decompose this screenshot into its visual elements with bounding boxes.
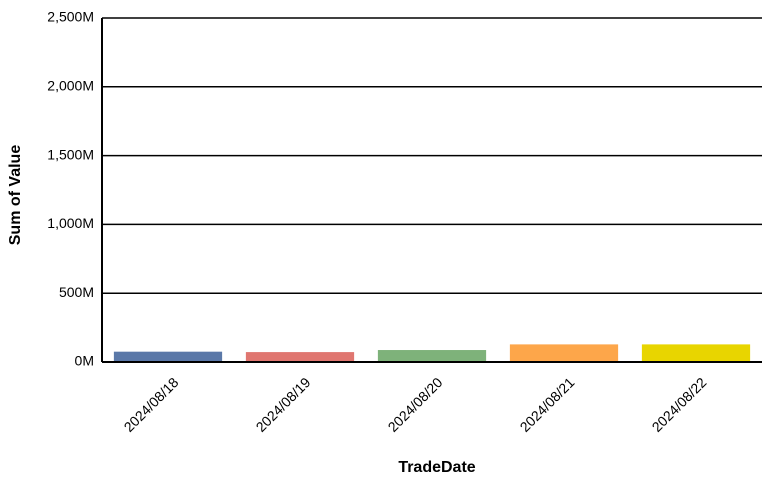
x-tick-label: 2024/08/18 [121, 374, 182, 435]
y-tick-label: 2,500M [47, 9, 94, 25]
bar [641, 344, 751, 362]
bar [113, 351, 223, 362]
y-axis-title: Sum of Value [7, 145, 24, 246]
y-tick-labels: 0M 500M 1,000M 1,500M 2,000M 2,500M [47, 9, 94, 369]
bar [245, 352, 355, 362]
axes [101, 18, 762, 363]
x-axis-title: TradeDate [398, 459, 475, 476]
x-tick-label: 2024/08/22 [649, 374, 710, 435]
x-tick-label: 2024/08/20 [385, 374, 446, 435]
gridlines [102, 17, 762, 294]
y-tick-label: 1,500M [47, 146, 94, 162]
y-tick-label: 1,000M [47, 215, 94, 231]
y-tick-label: 0M [75, 353, 94, 369]
bars [113, 344, 751, 362]
y-tick-label: 500M [59, 284, 94, 300]
x-tick-label: 2024/08/21 [517, 374, 578, 435]
x-tick-label: 2024/08/19 [253, 374, 314, 435]
y-tick-label: 2,000M [47, 78, 94, 94]
x-tick-labels: 2024/08/18 2024/08/19 2024/08/20 2024/08/21… [121, 374, 710, 435]
bar [509, 344, 619, 362]
bar [377, 350, 487, 362]
